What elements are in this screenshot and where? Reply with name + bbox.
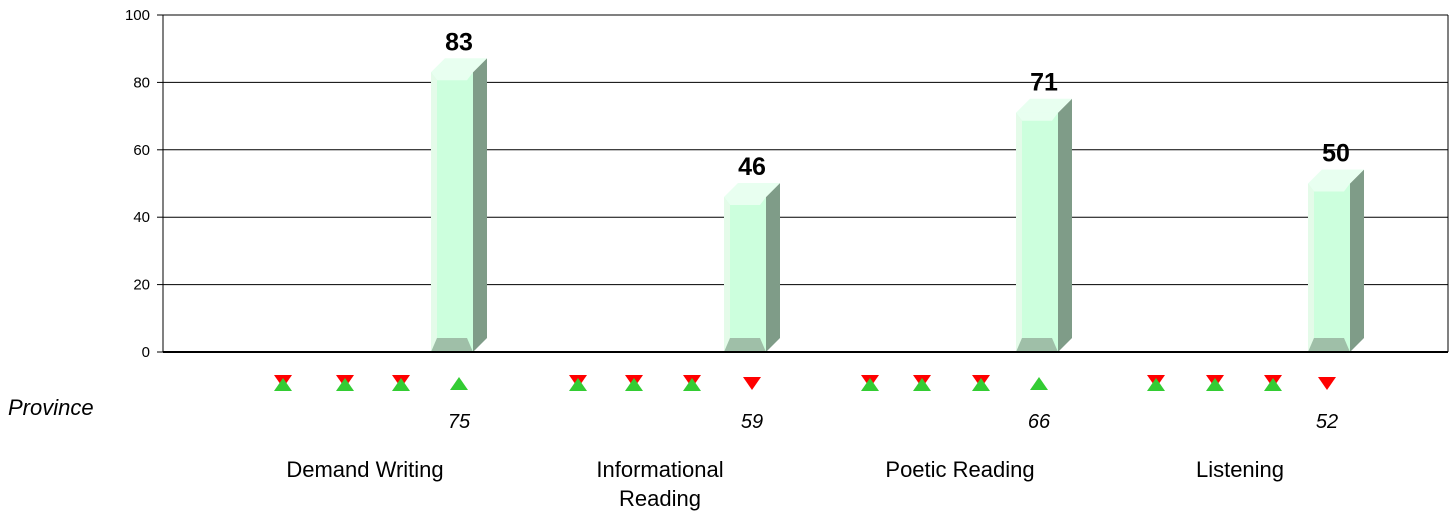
indicator-markers: [274, 375, 1336, 391]
province-label: Province: [8, 395, 94, 420]
indicator-mixed: [625, 375, 643, 391]
bar-value-label: 83: [445, 28, 473, 56]
bar-side: [766, 182, 780, 352]
bar: [724, 182, 780, 352]
bar-value-label: 71: [1030, 69, 1058, 97]
axes: [162, 14, 1449, 353]
bar-bevel-top: [724, 196, 766, 205]
y-axis-ticks: 0 20 40 60 80 100: [125, 7, 163, 361]
indicator-mixed: [683, 375, 701, 391]
category-label: Demand Writing: [286, 457, 443, 482]
y-tick-label: 80: [133, 74, 150, 91]
province-value: 66: [1028, 411, 1051, 433]
category-label: Informational Reading: [596, 457, 723, 511]
bar-front: [1308, 183, 1350, 352]
gridlines: [163, 14, 1448, 286]
category-label: Listening: [1196, 457, 1284, 482]
indicator-mixed: [336, 375, 354, 391]
indicator-up: [1030, 377, 1048, 390]
bar-bevel-top: [431, 72, 473, 81]
indicator-down: [1318, 377, 1336, 390]
category-labels: Demand Writing Informational Reading Poetic…: [286, 457, 1284, 511]
y-tick-label: 20: [133, 277, 150, 294]
y-tick-label: 60: [133, 142, 150, 159]
bar-bevel-bottom: [1016, 338, 1058, 352]
bar-front: [431, 72, 473, 352]
bar-bevel-left: [724, 196, 730, 352]
bar-side: [473, 58, 487, 352]
province-values: 75 59 66 52: [448, 411, 1338, 433]
bar-value-label: 46: [738, 153, 766, 181]
bar-top: [431, 58, 487, 73]
indicator-mixed: [392, 375, 410, 391]
bar-side: [1058, 98, 1072, 352]
indicator-down: [743, 377, 761, 390]
indicator-up: [450, 377, 468, 390]
y-tick-label: 100: [125, 7, 150, 24]
bar-top: [724, 182, 780, 197]
bar-bevel-bottom: [431, 338, 473, 352]
bar-side: [1350, 169, 1364, 352]
indicator-mixed: [1264, 375, 1282, 391]
bar-bevel-left: [431, 72, 437, 352]
indicator-mixed: [569, 375, 587, 391]
bar: [1016, 98, 1072, 352]
bar: [1308, 169, 1364, 352]
y-tick-label: 0: [142, 344, 150, 361]
bar: [431, 58, 487, 352]
bar-front: [1016, 112, 1058, 352]
province-value: 59: [741, 411, 763, 433]
bar-bevel-bottom: [724, 338, 766, 352]
bar-bevel-bottom: [1308, 338, 1350, 352]
bar-bevel-top: [1016, 112, 1058, 121]
bar-bevel-top: [1308, 183, 1350, 192]
bars: 83 46 71 50: [431, 28, 1364, 352]
bar-value-label: 50: [1322, 140, 1350, 168]
bar-front: [724, 196, 766, 352]
indicator-mixed: [1206, 375, 1224, 391]
bar-bevel-left: [1016, 112, 1022, 352]
y-tick-label: 40: [133, 209, 150, 226]
indicator-mixed: [972, 375, 990, 391]
bar-bevel-left: [1308, 183, 1314, 352]
province-value: 75: [448, 411, 471, 433]
bar-top: [1308, 169, 1364, 184]
bar-top: [1016, 98, 1072, 113]
indicator-mixed: [274, 375, 292, 391]
category-label: Poetic Reading: [885, 457, 1034, 482]
province-value: 52: [1316, 411, 1338, 433]
indicator-mixed: [861, 375, 879, 391]
indicator-mixed: [1147, 375, 1165, 391]
indicator-mixed: [913, 375, 931, 391]
